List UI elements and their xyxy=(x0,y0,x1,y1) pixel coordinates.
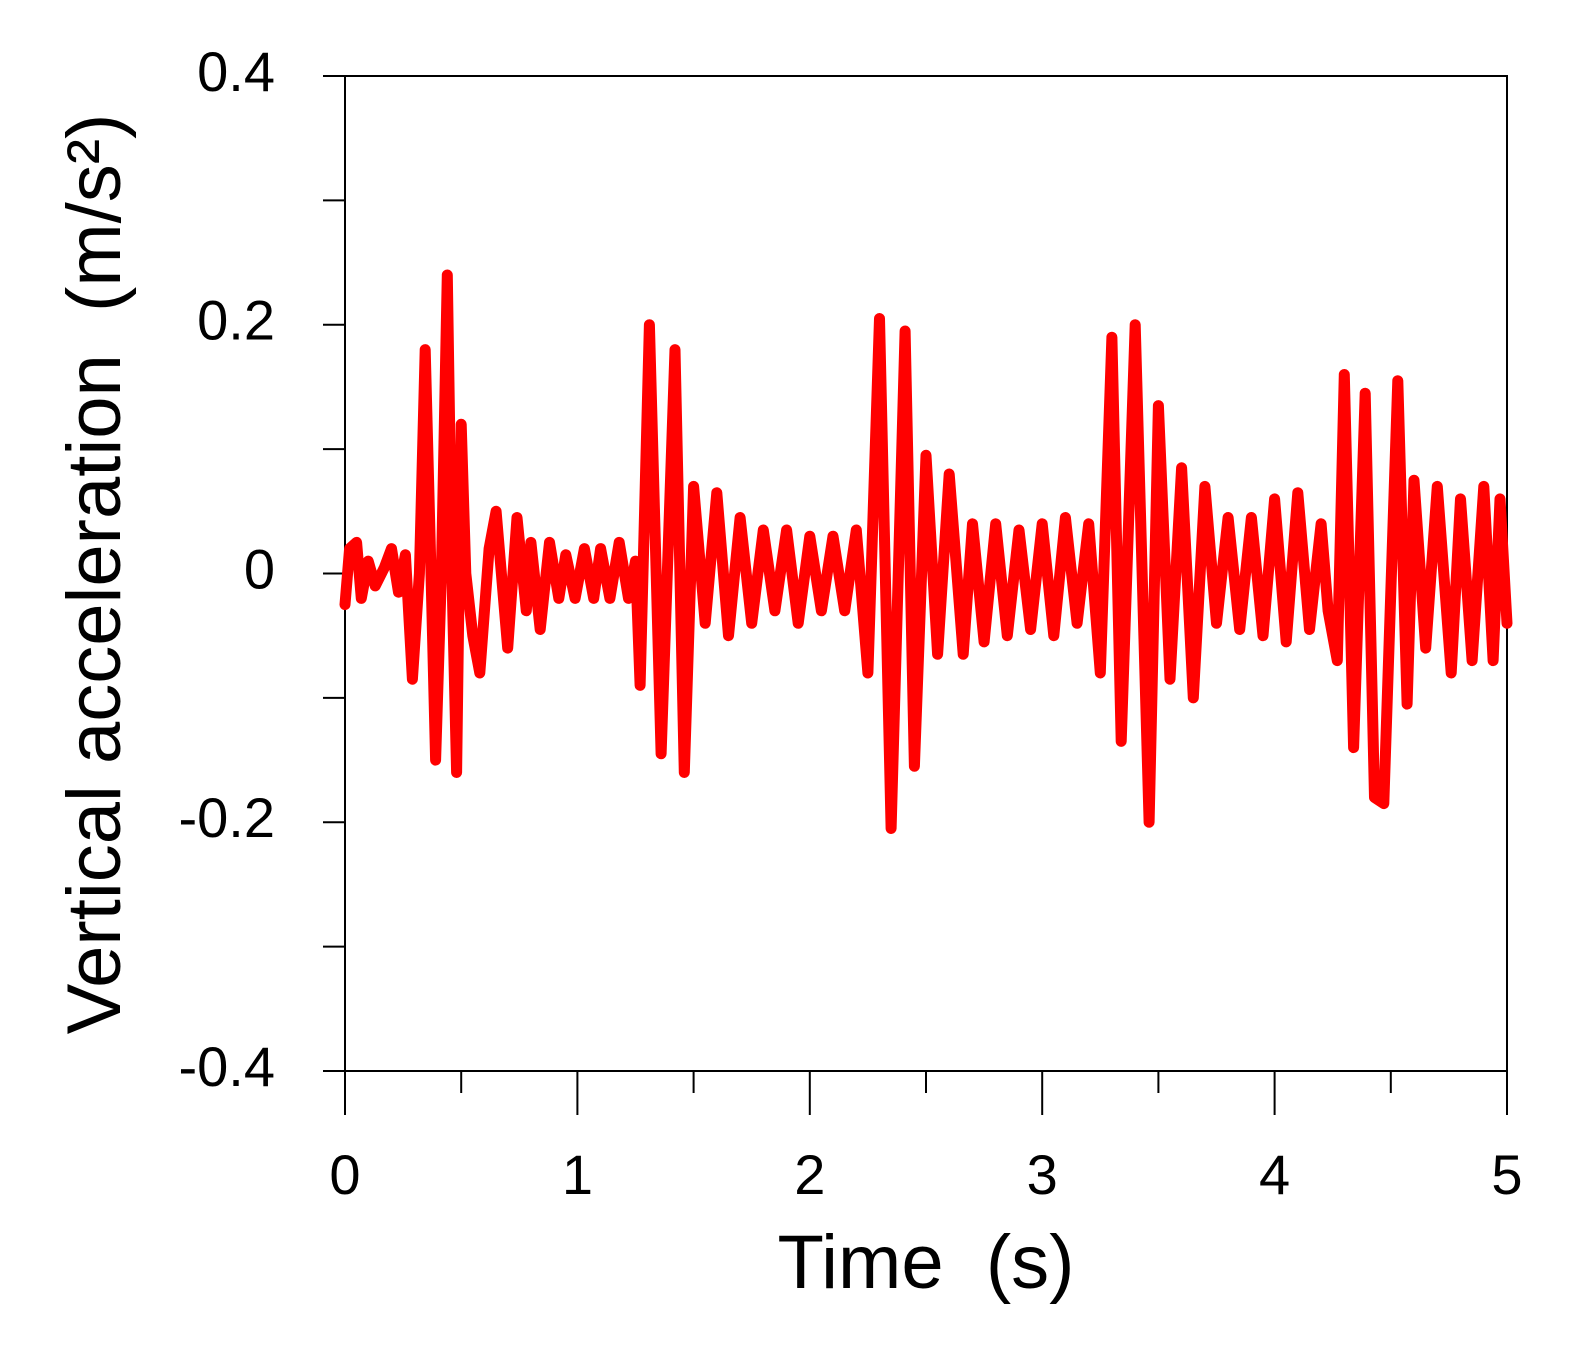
x-tick-label: 5 xyxy=(1491,1143,1522,1206)
y-axis-label: Vertical acceleration (m/s²) xyxy=(52,114,137,1035)
x-tick-label: 0 xyxy=(329,1143,360,1206)
x-tick-label: 2 xyxy=(794,1143,825,1206)
y-tick-label: -0.2 xyxy=(179,786,276,849)
x-axis-label: Time (s) xyxy=(778,1220,1075,1305)
data-line xyxy=(339,269,1513,834)
x-tick-label: 4 xyxy=(1259,1143,1290,1206)
x-tick-label: 3 xyxy=(1027,1143,1058,1206)
y-tick-label: 0 xyxy=(244,537,275,600)
y-tick-label: -0.4 xyxy=(179,1035,276,1098)
y-tick-label: 0.2 xyxy=(197,289,275,352)
x-tick-label: 1 xyxy=(562,1143,593,1206)
y-tick-label: 0.4 xyxy=(197,40,275,103)
